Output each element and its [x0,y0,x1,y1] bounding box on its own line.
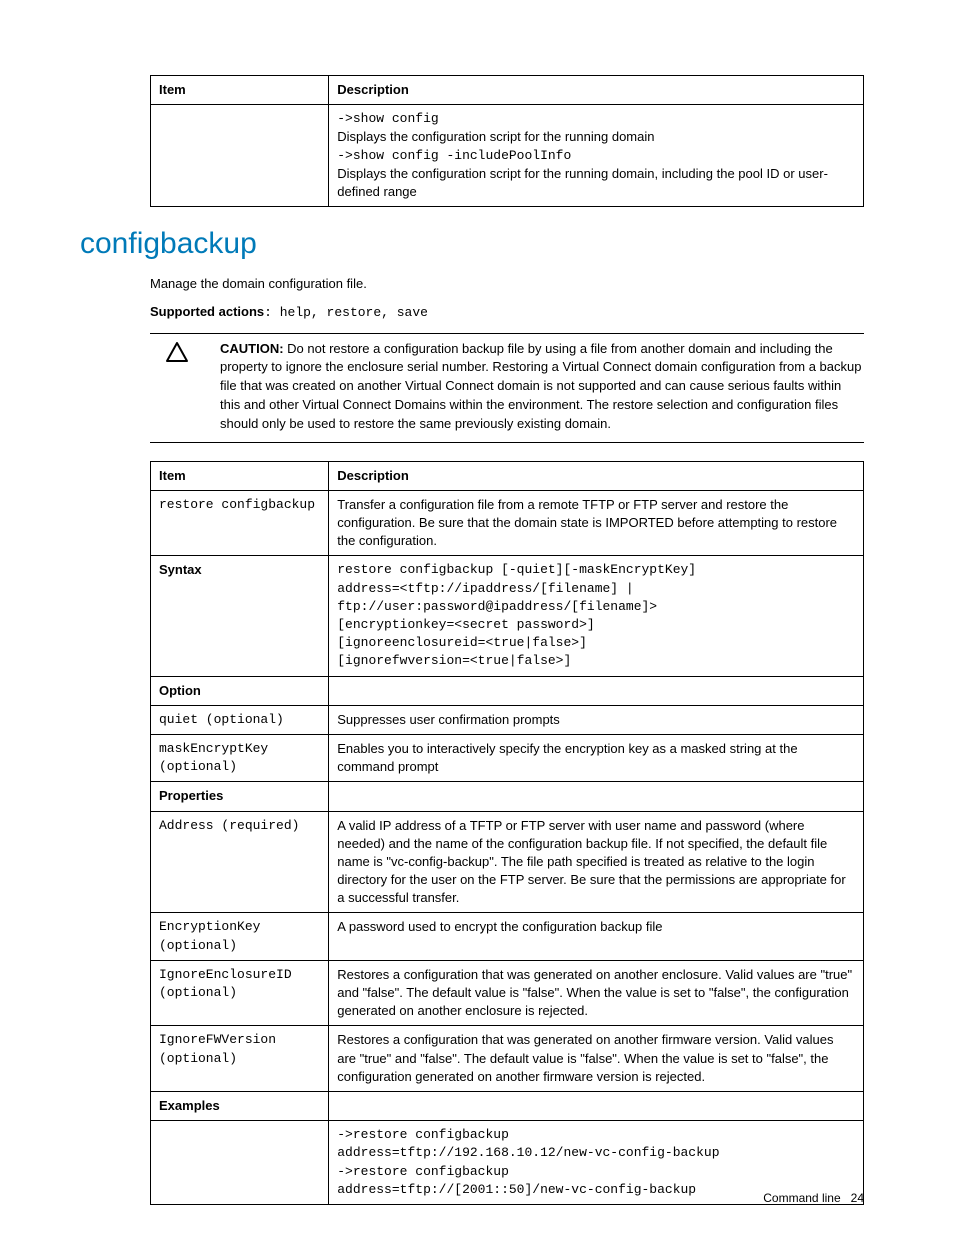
cell-description: restore configbackup [-quiet][-maskEncry… [329,556,864,676]
table-row: EncryptionKey (optional) A password used… [151,913,864,960]
table-header-row: Item Description [151,76,864,105]
table-row: IgnoreFWVersion (optional) Restores a co… [151,1026,864,1092]
cell-description: A password used to encrypt the configura… [329,913,864,960]
cell-description [329,1091,864,1120]
table-row: ->show config Displays the configuration… [151,105,864,207]
cell-description: A valid IP address of a TFTP or FTP serv… [329,811,864,913]
configbackup-table: Item Description restore configbackup Tr… [150,461,864,1205]
table-row: Address (required) A valid IP address of… [151,811,864,913]
intro-paragraph: Manage the domain configuration file. [150,275,864,293]
cell-description [329,676,864,705]
config-table: Item Description ->show config Displays … [150,75,864,207]
table-row: ->restore configbackup address=tftp://19… [151,1121,864,1205]
header-description: Description [329,461,864,490]
cell-description: Restores a configuration that was genera… [329,960,864,1026]
cell-item: Address (required) [151,811,329,913]
cell-description: Suppresses user confirmation prompts [329,705,864,734]
table-row: Option [151,676,864,705]
cell-item: EncryptionKey (optional) [151,913,329,960]
cell-item [151,105,329,207]
cell-description [329,782,864,811]
caution-icon [165,340,189,364]
section-heading: configbackup [80,227,864,261]
cell-item [151,1121,329,1205]
cell-item: Option [151,676,329,705]
cell-item: Examples [151,1091,329,1120]
cell-item: IgnoreEnclosureID (optional) [151,960,329,1026]
desc-line: Displays the configuration script for th… [337,128,855,146]
header-item: Item [151,76,329,105]
table-row: restore configbackup Transfer a configur… [151,490,864,556]
cell-description: ->show config Displays the configuration… [329,105,864,207]
caution-text: CAUTION: Do not restore a configuration … [220,340,864,434]
cell-item: quiet (optional) [151,705,329,734]
cell-item: maskEncryptKey (optional) [151,734,329,781]
page-footer: Command line 24 [763,1191,864,1205]
code-line: ->show config -includePoolInfo [337,147,855,165]
desc-line: Displays the configuration script for th… [337,165,855,201]
header-description: Description [329,76,864,105]
table-row: quiet (optional) Suppresses user confirm… [151,705,864,734]
cell-item: Syntax [151,556,329,676]
cell-description: Enables you to interactively specify the… [329,734,864,781]
table-header-row: Item Description [151,461,864,490]
cell-item: IgnoreFWVersion (optional) [151,1026,329,1092]
table-row: Examples [151,1091,864,1120]
supported-actions-line: Supported actions: help, restore, save [150,303,864,322]
table-row: Properties [151,782,864,811]
caution-body: Do not restore a configuration backup fi… [220,341,861,431]
cell-item: Properties [151,782,329,811]
supported-label: Supported actions [150,304,264,319]
code-line: ->show config [337,110,855,128]
cell-description: Transfer a configuration file from a rem… [329,490,864,556]
table-row: maskEncryptKey (optional) Enables you to… [151,734,864,781]
footer-page: 24 [851,1191,864,1205]
table-row: IgnoreEnclosureID (optional) Restores a … [151,960,864,1026]
cell-item: restore configbackup [151,490,329,556]
caution-label: CAUTION: [220,341,284,356]
footer-section: Command line [763,1191,840,1205]
table-row: Syntax restore configbackup [-quiet][-ma… [151,556,864,676]
caution-block: CAUTION: Do not restore a configuration … [150,333,864,443]
supported-actions-text: : help, restore, save [264,305,428,320]
cell-description: Restores a configuration that was genera… [329,1026,864,1092]
header-item: Item [151,461,329,490]
